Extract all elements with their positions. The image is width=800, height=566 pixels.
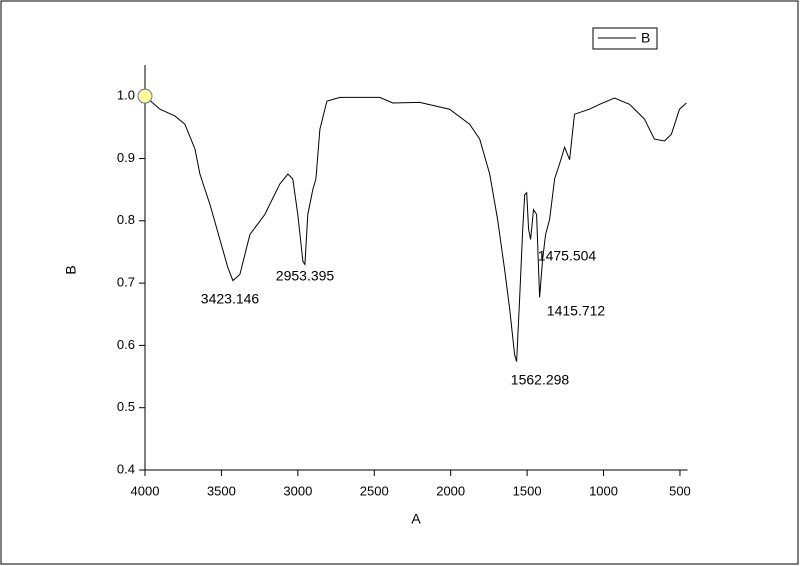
x-tick-label: 4000 [131, 483, 160, 498]
y-tick-label: 0.5 [117, 399, 135, 414]
y-tick-label: 0.8 [117, 212, 135, 227]
y-tick-label: 1.0 [117, 88, 135, 103]
peak-annotation: 1475.504 [538, 248, 597, 264]
legend-label: B [641, 30, 650, 46]
series-line [144, 95, 687, 362]
y-tick-label: 0.9 [117, 150, 135, 165]
x-tick-label: 3500 [207, 483, 236, 498]
y-axis-label: B [63, 265, 79, 274]
y-tick-label: 0.7 [117, 275, 135, 290]
x-tick-label: 2500 [360, 483, 389, 498]
x-tick-label: 1000 [589, 483, 618, 498]
y-tick-label: 0.6 [117, 337, 135, 352]
peak-annotation: 3423.146 [201, 291, 260, 307]
x-axis-label: A [411, 511, 421, 527]
x-tick-label: 3000 [283, 483, 312, 498]
x-tick-label: 1500 [513, 483, 542, 498]
y-tick-label: 0.4 [117, 461, 135, 476]
peak-annotation: 1562.298 [511, 372, 570, 388]
start-marker [137, 88, 153, 104]
peak-annotation: 2953.395 [276, 268, 335, 284]
peak-annotation: 1415.712 [547, 303, 606, 319]
x-tick-label: 2000 [436, 483, 465, 498]
x-tick-label: 500 [669, 483, 691, 498]
